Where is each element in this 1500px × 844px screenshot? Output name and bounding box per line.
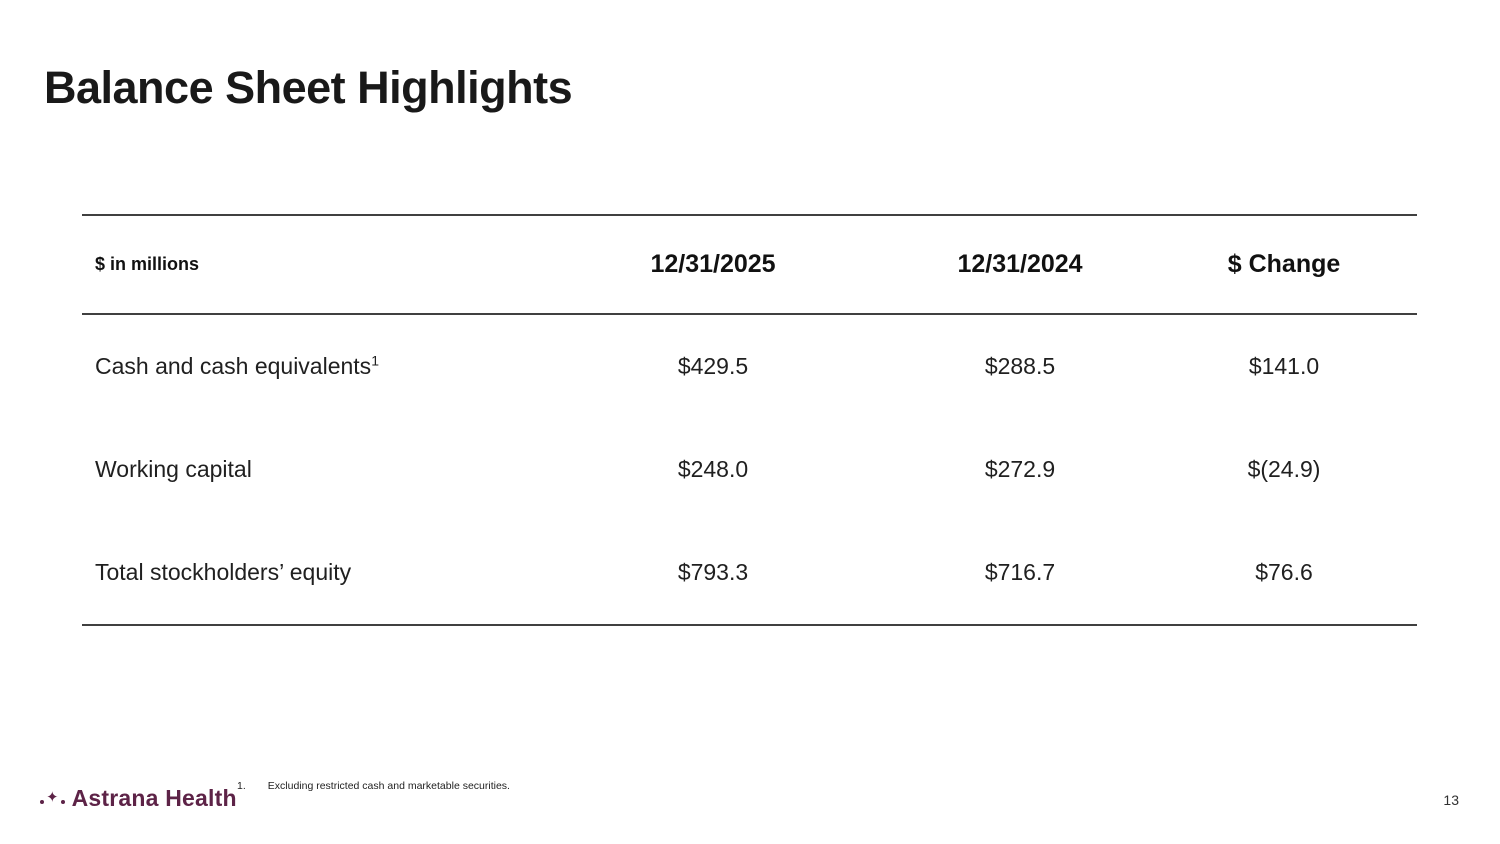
- cell-value: $76.6: [1255, 559, 1313, 585]
- table-header-row: $ in millions 12/31/2025 12/31/2024 $ Ch…: [82, 214, 1417, 315]
- page-title: Balance Sheet Highlights: [44, 62, 573, 113]
- cell-value: $429.5: [677, 353, 749, 379]
- cell-value: $141.0: [1248, 353, 1320, 379]
- column-header-2025: 12/31/2025: [650, 250, 776, 278]
- cell-value: $248.0: [677, 456, 749, 482]
- column-header-change: $ Change: [1227, 250, 1341, 278]
- footnote-marker: 1: [371, 352, 379, 369]
- row-label-text: Total stockholders’ equity: [95, 559, 352, 585]
- row-label: Cash and cash equivalents1: [82, 353, 537, 380]
- footnote: 1. Excluding restricted cash and marketa…: [237, 780, 510, 792]
- row-label-text: Working capital: [95, 456, 252, 482]
- company-logo: ✦ Astrana Health: [40, 785, 237, 812]
- footnote-index: 1.: [237, 780, 246, 792]
- cell-value: $(24.9): [1247, 456, 1321, 482]
- table-body: Cash and cash equivalents1 $429.5 $288.5…: [82, 315, 1417, 626]
- page-number: 13: [1443, 792, 1459, 808]
- footnote-text: Excluding restricted cash and marketable…: [267, 780, 510, 792]
- logo-wordmark: Astrana Health: [71, 785, 237, 811]
- row-label: Total stockholders’ equity: [82, 559, 537, 586]
- row-label-text: Cash and cash equivalents: [95, 353, 372, 379]
- row-label: Working capital: [82, 456, 537, 483]
- cell-value: $288.5: [984, 353, 1056, 379]
- table-row: Cash and cash equivalents1 $429.5 $288.5…: [82, 315, 1417, 418]
- cell-value: $793.3: [677, 559, 749, 585]
- table-row: Working capital $248.0 $272.9 $(24.9): [82, 418, 1417, 521]
- logo-dot-icon: [60, 799, 65, 804]
- cell-value: $272.9: [984, 456, 1056, 482]
- table-row: Total stockholders’ equity $793.3 $716.7…: [82, 521, 1417, 624]
- column-header-2024: 12/31/2024: [957, 250, 1083, 278]
- logo-dot-icon: [40, 799, 44, 804]
- four-point-star-icon: ✦: [46, 788, 59, 806]
- units-label: $ in millions: [95, 254, 200, 274]
- cell-value: $716.7: [984, 559, 1056, 585]
- balance-sheet-table: $ in millions 12/31/2025 12/31/2024 $ Ch…: [82, 214, 1417, 626]
- astrana-star-icon: ✦: [40, 788, 65, 807]
